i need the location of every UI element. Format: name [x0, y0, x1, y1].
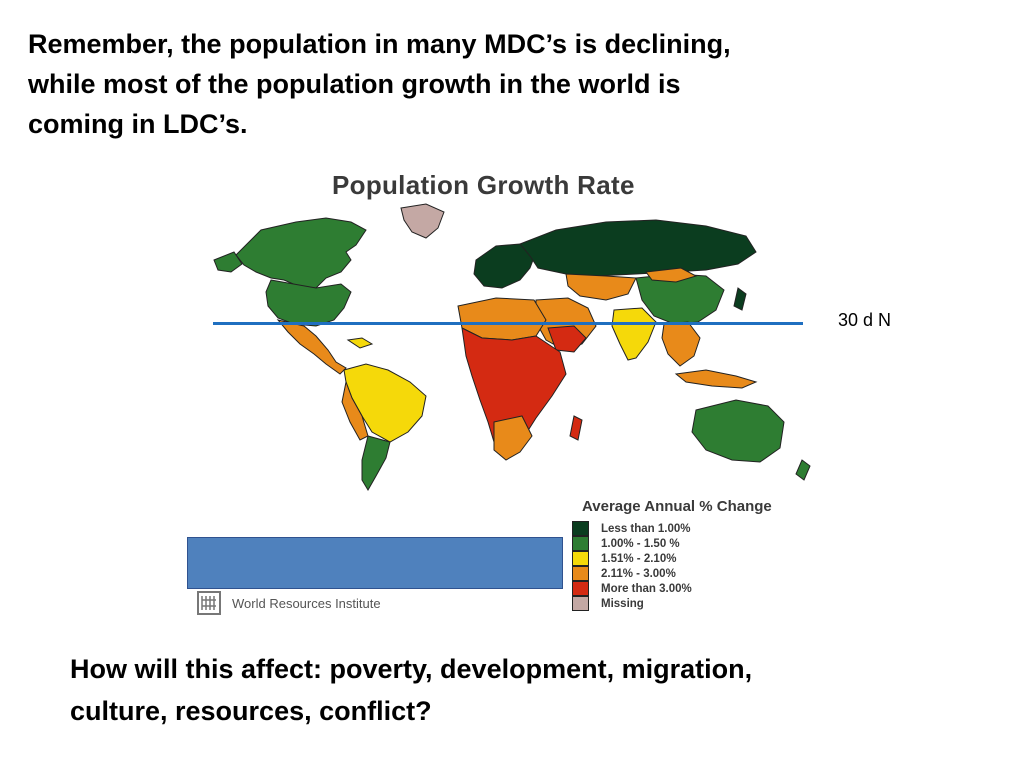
legend-swatch: [572, 581, 589, 596]
legend-label: Missing: [601, 597, 644, 610]
legend-swatch: [572, 536, 589, 551]
heading-line-2: while most of the population growth in t…: [28, 69, 681, 99]
map-region-central-asia: [565, 273, 637, 301]
slide-question: How will this affect: poverty, developme…: [70, 648, 990, 732]
legend-label: More than 3.00%: [601, 582, 692, 595]
legend-swatch: [572, 566, 589, 581]
legend-item: 1.00% - 1.50 %: [568, 536, 818, 551]
map-legend: Average Annual % Change Less than 1.00% 1…: [568, 498, 818, 611]
legend-label: Less than 1.00%: [601, 522, 691, 535]
map-region-caribbean: [346, 337, 374, 349]
legend-label: 2.11% - 3.00%: [601, 567, 676, 580]
legend-item: 1.51% - 2.10%: [568, 551, 818, 566]
legend-item: Missing: [568, 596, 818, 611]
map-region-south-america-south: [361, 435, 391, 491]
map-region-southern-africa: [493, 415, 533, 461]
legend-rows: Less than 1.00% 1.00% - 1.50 % 1.51% - 2.1…: [568, 521, 818, 611]
map-region-india: [611, 307, 657, 361]
map-region-alaska: [213, 251, 243, 273]
legend-swatch: [572, 596, 589, 611]
legend-item: More than 3.00%: [568, 581, 818, 596]
legend-swatch: [572, 521, 589, 536]
map-region-australia: [691, 399, 785, 463]
source-credit: World Resources Institute: [196, 590, 381, 616]
map-region-canada: [235, 217, 367, 289]
heading-line-3: coming in LDC’s.: [28, 109, 248, 139]
legend-label: 1.51% - 2.10%: [601, 552, 677, 565]
world-map: [213, 203, 811, 491]
latitude-line: [213, 322, 803, 325]
wri-logo-icon: [197, 591, 221, 615]
question-line-2: culture, resources, conflict?: [70, 696, 432, 726]
map-region-russia: [519, 219, 757, 277]
legend-label: 1.00% - 1.50 %: [601, 537, 680, 550]
overlay-box: [187, 537, 563, 589]
latitude-label: 30 d N: [838, 310, 892, 330]
map-region-southeast-asia: [661, 321, 701, 367]
map-region-new-zealand: [795, 459, 811, 481]
map-region-greenland: [400, 203, 445, 239]
map-region-indonesia: [674, 369, 758, 389]
map-region-arabia: [547, 325, 587, 353]
legend-title: Average Annual % Change: [582, 498, 772, 515]
source-label: World Resources Institute: [232, 595, 381, 611]
map-region-japan: [733, 287, 747, 311]
map-region-south-america-west: [341, 380, 369, 441]
map-region-mongolia: [645, 267, 698, 283]
map-region-mexico: [276, 319, 347, 375]
legend-swatch: [572, 551, 589, 566]
slide-heading: Remember, the population in many MDC’s i…: [28, 24, 988, 144]
map-region-europe: [473, 243, 537, 289]
heading-line-1: Remember, the population in many MDC’s i…: [28, 29, 731, 59]
legend-item: 2.11% - 3.00%: [568, 566, 818, 581]
map-region-madagascar: [569, 415, 583, 441]
map-region-usa: [265, 279, 352, 327]
question-line-1: How will this affect: poverty, developme…: [70, 654, 753, 684]
map-title: Population Growth Rate: [332, 170, 635, 200]
legend-item: Less than 1.00%: [568, 521, 818, 536]
